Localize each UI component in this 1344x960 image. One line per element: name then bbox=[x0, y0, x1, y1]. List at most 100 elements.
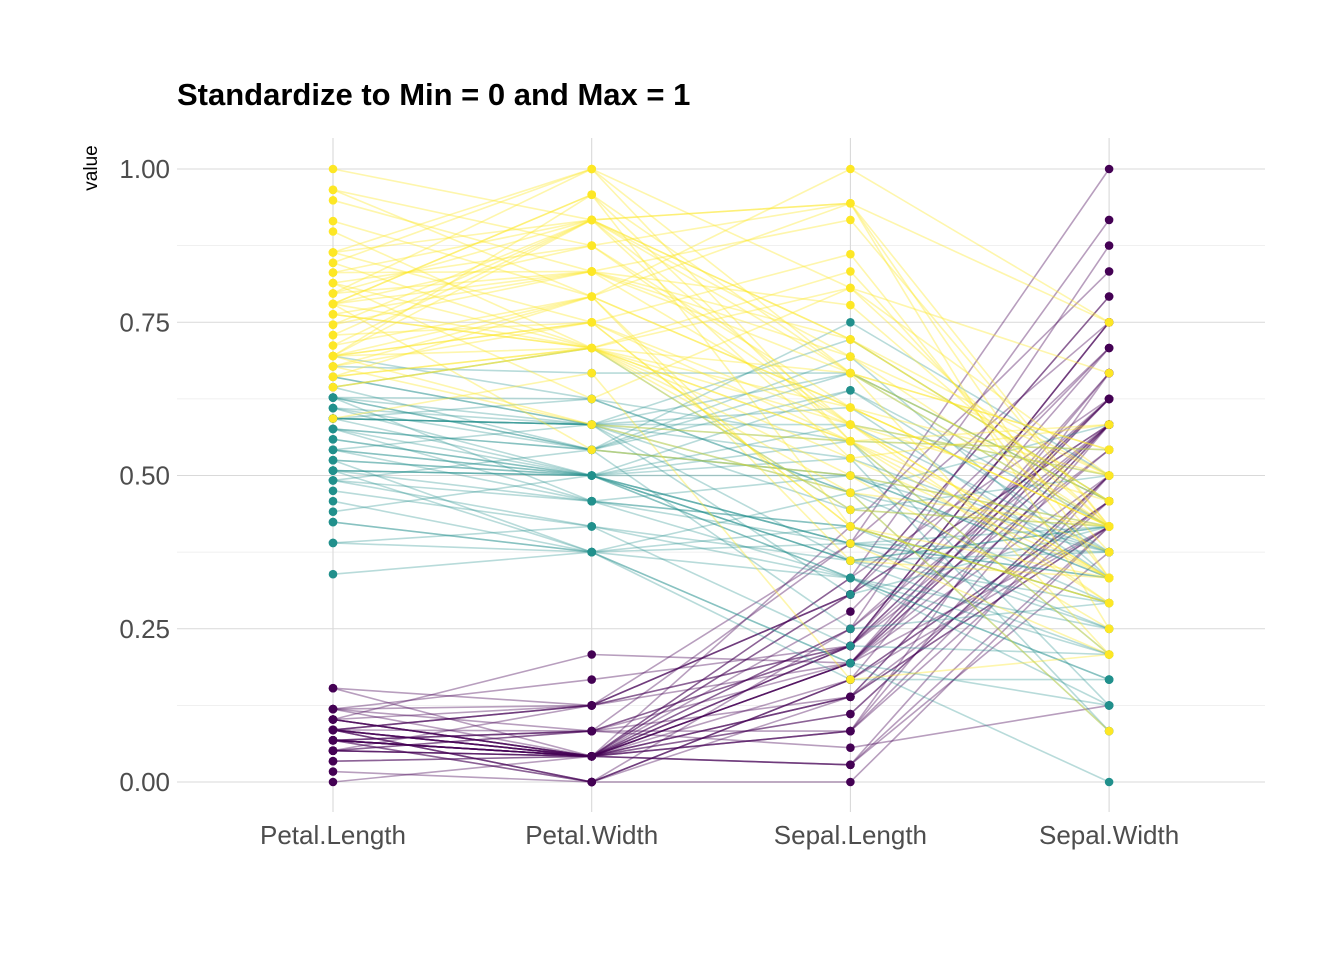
series-line-virginica bbox=[332, 244, 1110, 528]
series-line-virginica bbox=[332, 295, 1110, 528]
data-point-versicolor bbox=[587, 547, 596, 557]
data-point-virginica bbox=[1104, 624, 1114, 634]
series-line-setosa bbox=[332, 704, 1110, 752]
x-tick-label: Sepal.Length bbox=[774, 820, 927, 850]
series-line-virginica bbox=[332, 282, 1110, 656]
data-point-setosa bbox=[328, 715, 338, 724]
series-line-versicolor bbox=[332, 459, 1110, 562]
data-point-virginica bbox=[846, 267, 855, 276]
series-line-virginica bbox=[332, 372, 1110, 681]
series-line-virginica bbox=[332, 313, 1110, 502]
series-line-versicolor bbox=[332, 417, 1110, 562]
series-line-versicolor bbox=[332, 372, 1110, 502]
series-line-setosa bbox=[332, 525, 1110, 758]
data-point-versicolor bbox=[328, 569, 338, 579]
data-point-versicolor bbox=[328, 496, 338, 506]
series-line-versicolor bbox=[332, 438, 1110, 553]
series-line-virginica bbox=[332, 321, 1110, 604]
series-line-setosa bbox=[332, 500, 1110, 783]
data-point-virginica bbox=[587, 394, 596, 404]
series-line-versicolor bbox=[332, 551, 1110, 707]
data-point-versicolor bbox=[846, 658, 855, 668]
series-line-versicolor bbox=[332, 525, 1110, 656]
data-point-versicolor bbox=[1104, 675, 1114, 684]
series-line-setosa bbox=[332, 474, 1110, 766]
data-point-virginica bbox=[846, 522, 855, 531]
data-point-versicolor bbox=[328, 445, 338, 455]
series-line-versicolor bbox=[332, 500, 1110, 681]
series-line-versicolor bbox=[332, 396, 1110, 553]
series-line-virginica bbox=[332, 270, 1110, 528]
x-tick-label: Petal.Width bbox=[525, 820, 658, 850]
data-point-setosa bbox=[328, 767, 338, 776]
data-point-versicolor bbox=[846, 573, 855, 583]
data-point-virginica bbox=[846, 420, 855, 429]
data-point-virginica bbox=[846, 215, 855, 225]
series-line-versicolor bbox=[332, 365, 1110, 528]
series-line-setosa bbox=[332, 321, 1110, 732]
series-line-setosa bbox=[332, 398, 1110, 758]
data-point-virginica bbox=[846, 488, 855, 498]
series-line-versicolor bbox=[332, 521, 1110, 783]
data-point-versicolor bbox=[328, 476, 338, 485]
data-point-virginica bbox=[1104, 445, 1114, 455]
series-line-virginica bbox=[332, 282, 1110, 527]
data-point-virginica bbox=[846, 505, 855, 515]
data-point-virginica bbox=[587, 318, 596, 327]
chart-title: Standardize to Min = 0 and Max = 1 bbox=[177, 77, 690, 112]
series-lines bbox=[332, 168, 1110, 783]
data-point-setosa bbox=[846, 692, 855, 702]
series-line-setosa bbox=[332, 474, 1110, 758]
data-point-setosa bbox=[846, 760, 855, 770]
series-line-setosa bbox=[332, 347, 1110, 758]
series-line-versicolor bbox=[332, 372, 1110, 502]
series-line-versicolor bbox=[332, 417, 1110, 477]
data-point-virginica bbox=[587, 368, 596, 378]
series-line-setosa bbox=[332, 168, 1110, 731]
data-point-setosa bbox=[587, 752, 596, 761]
data-point-setosa bbox=[846, 726, 855, 736]
series-line-virginica bbox=[332, 202, 1110, 527]
series-line-virginica bbox=[332, 347, 1110, 579]
data-point-setosa bbox=[587, 777, 596, 787]
data-point-virginica bbox=[328, 351, 338, 361]
series-line-virginica bbox=[332, 189, 1110, 579]
data-point-virginica bbox=[587, 343, 596, 353]
series-line-versicolor bbox=[332, 459, 1110, 604]
data-point-versicolor bbox=[328, 538, 338, 548]
series-line-versicolor bbox=[332, 407, 1110, 528]
series-line-setosa bbox=[332, 372, 1110, 758]
data-point-virginica bbox=[846, 539, 855, 548]
series-line-setosa bbox=[332, 423, 1110, 758]
data-point-versicolor bbox=[328, 435, 338, 444]
data-point-virginica bbox=[328, 268, 338, 277]
series-line-virginica bbox=[332, 295, 1110, 477]
series-line-virginica bbox=[332, 313, 1110, 528]
series-line-setosa bbox=[332, 372, 1110, 783]
series-points bbox=[328, 164, 1114, 787]
series-line-virginica bbox=[332, 193, 1110, 502]
series-line-virginica bbox=[332, 219, 1110, 477]
series-line-setosa bbox=[332, 347, 1110, 731]
series-line-versicolor bbox=[332, 469, 1110, 707]
series-line-versicolor bbox=[332, 423, 1110, 528]
data-point-versicolor bbox=[846, 318, 855, 327]
data-point-versicolor bbox=[846, 590, 855, 599]
data-point-setosa bbox=[846, 709, 855, 719]
series-line-versicolor bbox=[332, 449, 1110, 545]
series-line-setosa bbox=[332, 525, 1110, 758]
data-point-virginica bbox=[1104, 318, 1114, 327]
data-point-versicolor bbox=[846, 624, 855, 634]
data-point-virginica bbox=[1104, 726, 1114, 736]
series-line-virginica bbox=[332, 168, 1110, 323]
y-tick-label: 0.00 bbox=[119, 767, 170, 797]
x-axis-ticks: Petal.Length Petal.Width Sepal.Length Sepal… bbox=[260, 820, 1179, 850]
series-line-versicolor bbox=[332, 469, 1110, 579]
data-point-virginica bbox=[846, 199, 855, 208]
series-line-setosa bbox=[332, 321, 1110, 758]
series-line-virginica bbox=[332, 270, 1110, 451]
series-line-virginica bbox=[332, 321, 1110, 656]
series-line-versicolor bbox=[332, 417, 1110, 596]
series-line-setosa bbox=[332, 219, 1110, 758]
data-point-setosa bbox=[1104, 215, 1114, 225]
